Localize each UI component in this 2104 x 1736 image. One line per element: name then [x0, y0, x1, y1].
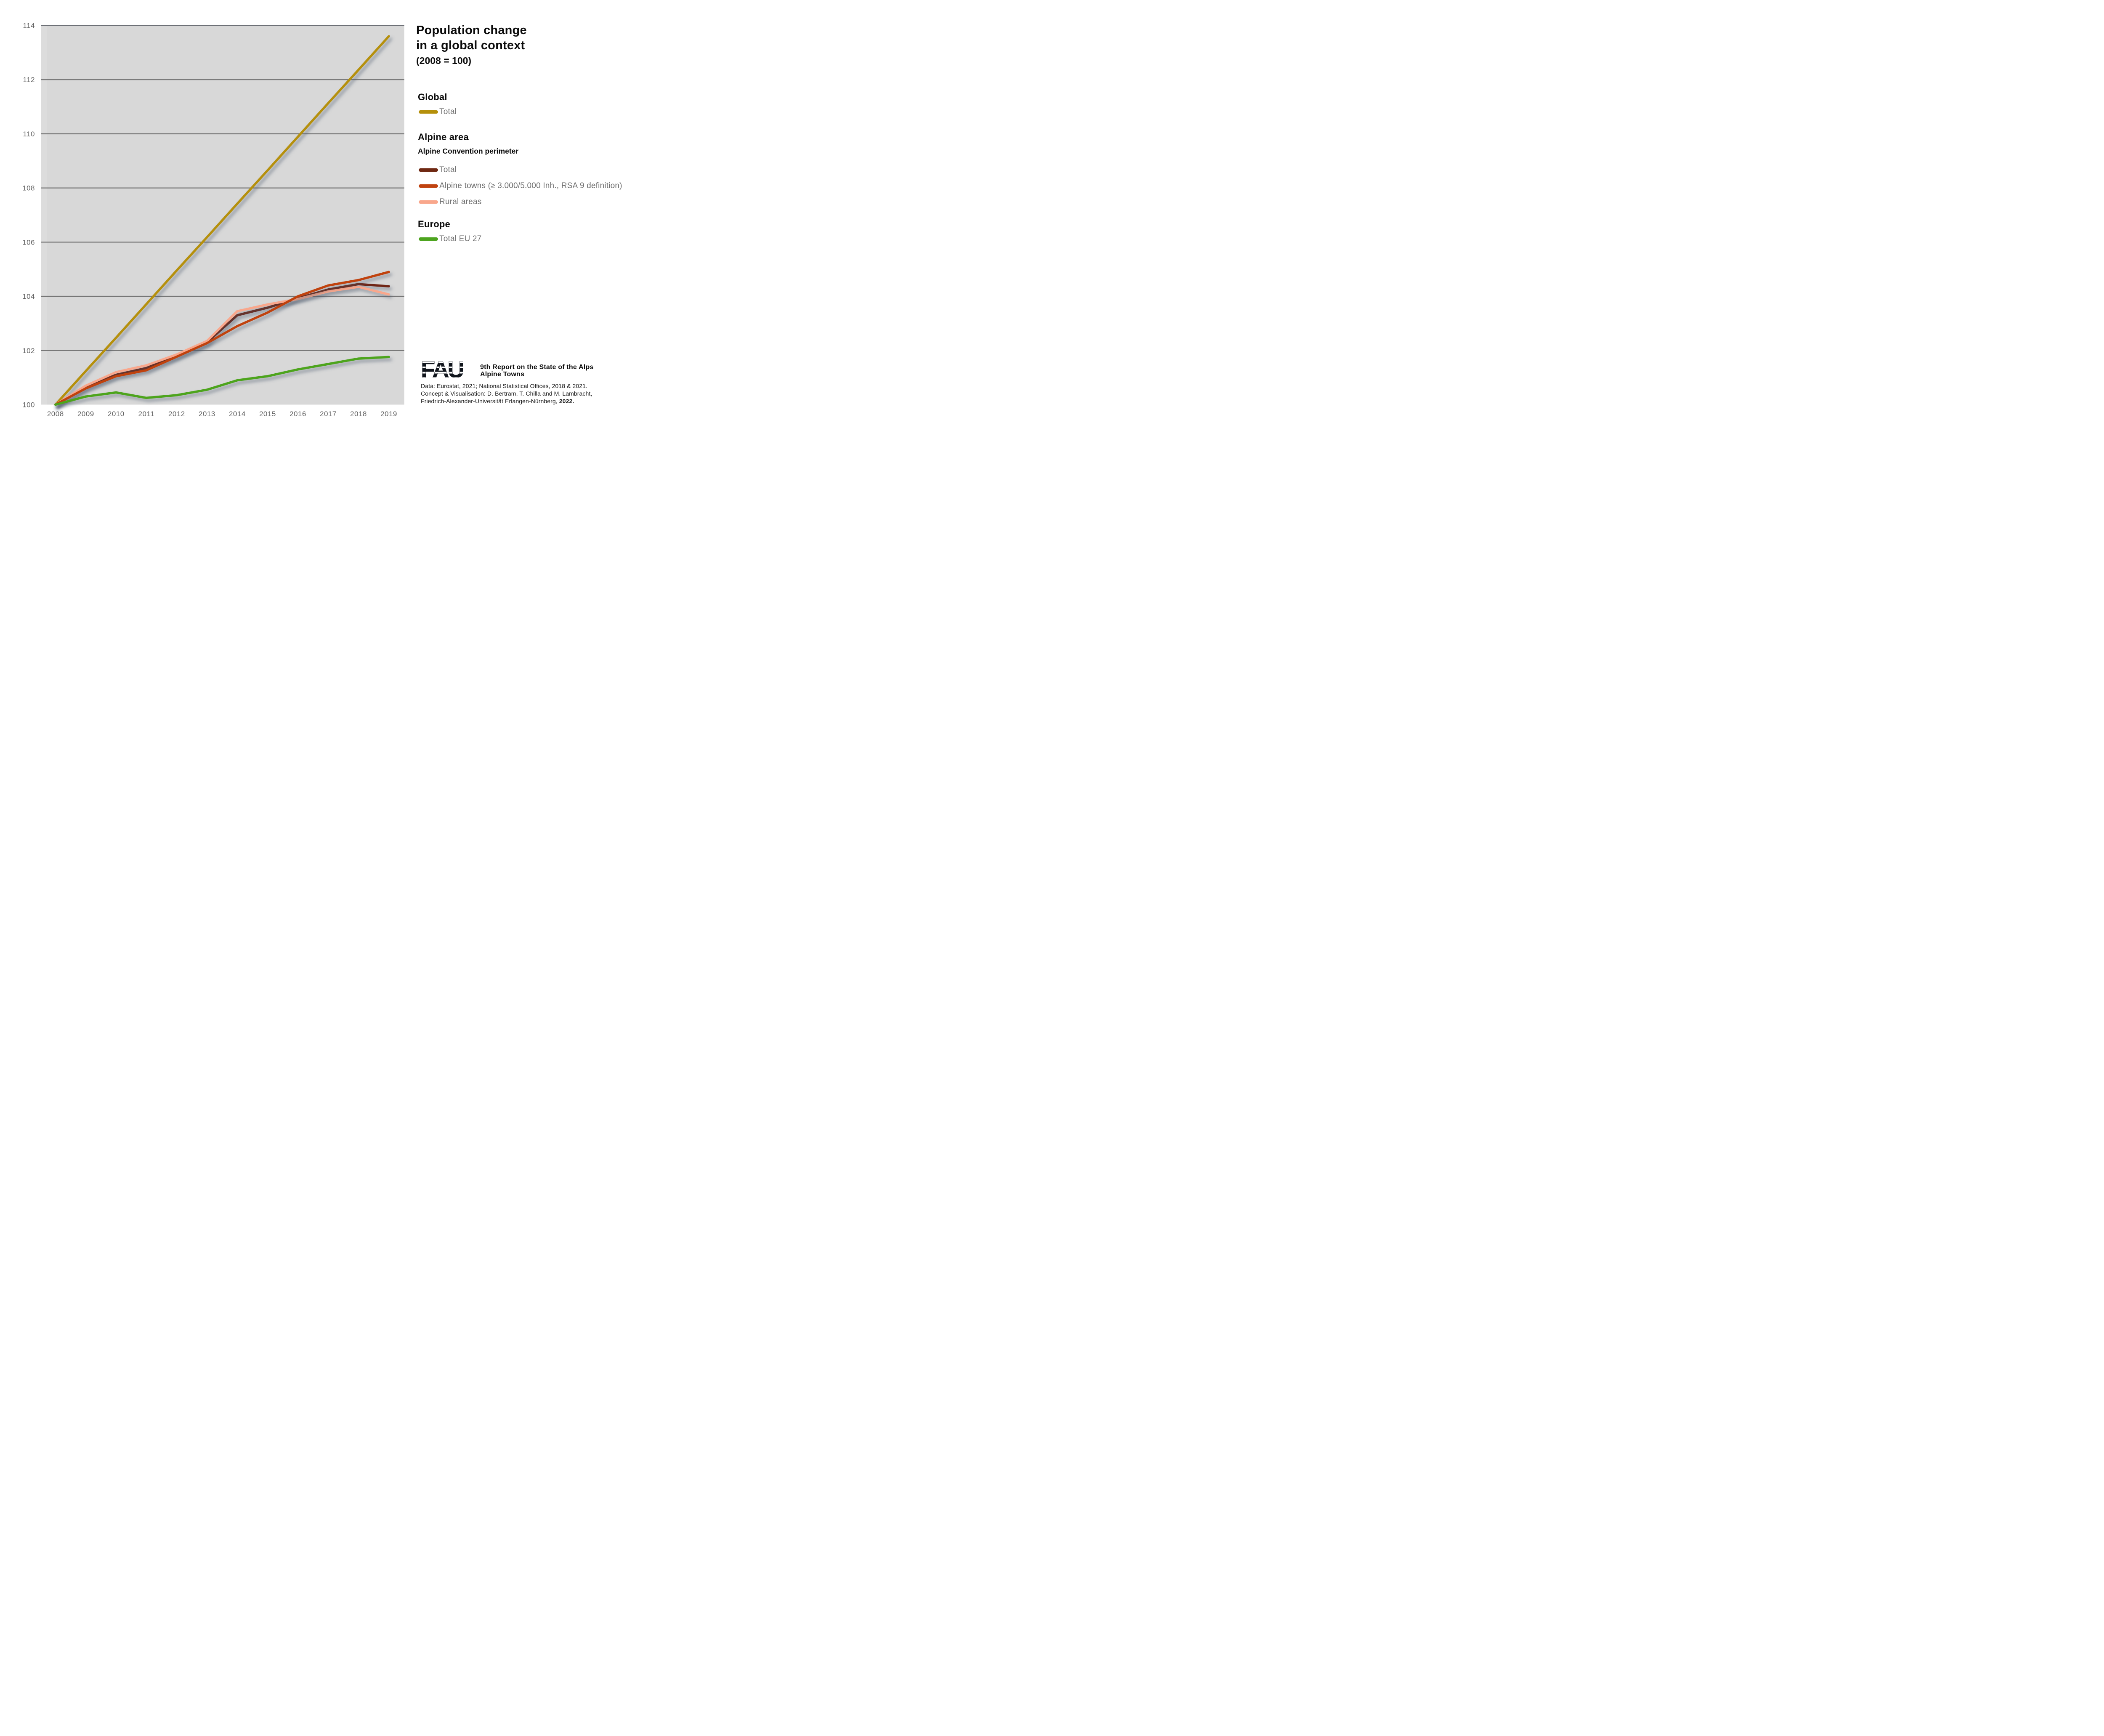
report-title: 9th Report on the State of the Alps Alpi… — [480, 364, 594, 378]
chart-title-line1: Population change — [416, 24, 527, 37]
alpine-towns-line-swatch — [419, 184, 438, 188]
credits-line1: Data: Eurostat, 2021; National Statistic… — [421, 383, 588, 389]
svg-text:114: 114 — [23, 22, 35, 30]
legend-item-label: Total EU 27 — [439, 234, 482, 243]
report-title-line1: 9th Report on the State of the Alps — [480, 364, 594, 371]
legend-item-rural-areas: Rural areas — [419, 197, 481, 207]
legend-item-global-total: Total — [419, 107, 457, 117]
svg-text:108: 108 — [22, 184, 35, 192]
svg-text:2013: 2013 — [199, 410, 215, 418]
legend-item-label: Rural areas — [439, 197, 482, 206]
alpine-total-line-swatch — [419, 168, 438, 172]
legend-subheader-alpine: Alpine Convention perimeter — [418, 147, 519, 155]
legend-item-eu27-total: Total EU 27 — [419, 234, 481, 244]
svg-text:2015: 2015 — [259, 410, 276, 418]
fau-logo: FAU — [421, 358, 463, 383]
svg-text:112: 112 — [23, 76, 35, 84]
legend-header-global: Global — [418, 92, 447, 102]
rural-areas-line-swatch — [419, 200, 438, 204]
series-eu27_total — [54, 356, 390, 406]
credits-line3: Friedrich-Alexander-Universität Erlangen… — [421, 398, 574, 404]
svg-text:2009: 2009 — [77, 410, 94, 418]
page: 100 102 104 106 108 110 112 114 2008 2009 2010 2011… — [0, 0, 699, 434]
svg-text:2014: 2014 — [229, 410, 246, 418]
eu27-total-line-swatch — [419, 237, 438, 241]
chart-title-line2: in a global context — [416, 39, 525, 52]
series-alpine_towns — [54, 271, 390, 406]
svg-text:2016: 2016 — [290, 410, 306, 418]
chart-subtitle: (2008 = 100) — [416, 55, 472, 66]
svg-text:2019: 2019 — [380, 410, 397, 418]
svg-text:2008: 2008 — [47, 410, 64, 418]
svg-text:2010: 2010 — [108, 410, 125, 418]
credits: Data: Eurostat, 2021; National Statistic… — [421, 382, 592, 405]
legend-item-label: Alpine towns (≥ 3.000/5.000 Inh., RSA 9 … — [439, 181, 622, 190]
legend-header-europe: Europe — [418, 219, 450, 229]
svg-text:100: 100 — [22, 401, 35, 409]
chart-title-block: Population change in a global context (2… — [416, 23, 527, 67]
series-alpine_total — [54, 283, 390, 406]
svg-text:2012: 2012 — [168, 410, 185, 418]
series-rural_areas — [54, 285, 390, 406]
svg-text:110: 110 — [23, 130, 35, 138]
legend-item-alpine-towns: Alpine towns (≥ 3.000/5.000 Inh., RSA 9 … — [419, 181, 622, 191]
credits-year: 2022. — [559, 398, 574, 404]
legend-item-label: Total — [439, 165, 457, 174]
legend-header-alpine: Alpine area — [418, 132, 469, 142]
svg-text:102: 102 — [22, 347, 35, 355]
svg-text:2011: 2011 — [138, 410, 155, 418]
report-title-line2: Alpine Towns — [480, 371, 525, 378]
svg-text:FAU: FAU — [421, 358, 463, 383]
svg-text:104: 104 — [22, 292, 35, 300]
population-line-chart: 100 102 104 106 108 110 112 114 2008 2009 2010 2011… — [22, 22, 405, 418]
svg-text:2018: 2018 — [350, 410, 367, 418]
legend-item-alpine-total: Total — [419, 165, 457, 175]
credits-line2: Concept & Visualisation: D. Bertram, T. … — [421, 390, 592, 397]
svg-text:2017: 2017 — [320, 410, 337, 418]
svg-text:106: 106 — [22, 238, 35, 246]
legend-item-label: Total — [439, 107, 457, 116]
series-global_total — [54, 35, 390, 406]
global-total-line-swatch — [419, 110, 438, 114]
